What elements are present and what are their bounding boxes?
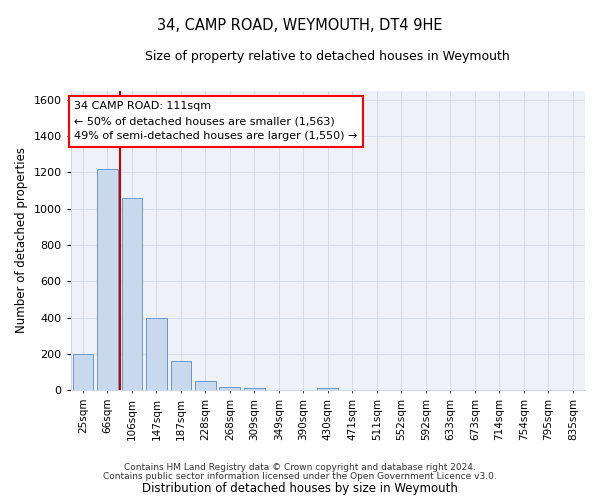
Bar [97, 168, 118, 390]
Text: Distribution of detached houses by size in Weymouth: Distribution of detached houses by size … [142, 482, 458, 495]
Bar [146, 318, 167, 390]
Text: 34, CAMP ROAD, WEYMOUTH, DT4 9HE: 34, CAMP ROAD, WEYMOUTH, DT4 9HE [157, 18, 443, 32]
Bar [195, 381, 216, 390]
Text: Contains public sector information licensed under the Open Government Licence v3: Contains public sector information licen… [103, 472, 497, 481]
Y-axis label: Number of detached properties: Number of detached properties [15, 148, 28, 334]
Bar [170, 361, 191, 390]
Title: Size of property relative to detached houses in Weymouth: Size of property relative to detached ho… [145, 50, 510, 63]
Bar [73, 354, 94, 390]
Bar [244, 388, 265, 390]
Text: 34 CAMP ROAD: 111sqm
← 50% of detached houses are smaller (1,563)
49% of semi-de: 34 CAMP ROAD: 111sqm ← 50% of detached h… [74, 102, 358, 141]
Bar [317, 388, 338, 390]
Bar [220, 386, 241, 390]
Bar [122, 198, 142, 390]
Text: Contains HM Land Registry data © Crown copyright and database right 2024.: Contains HM Land Registry data © Crown c… [124, 464, 476, 472]
